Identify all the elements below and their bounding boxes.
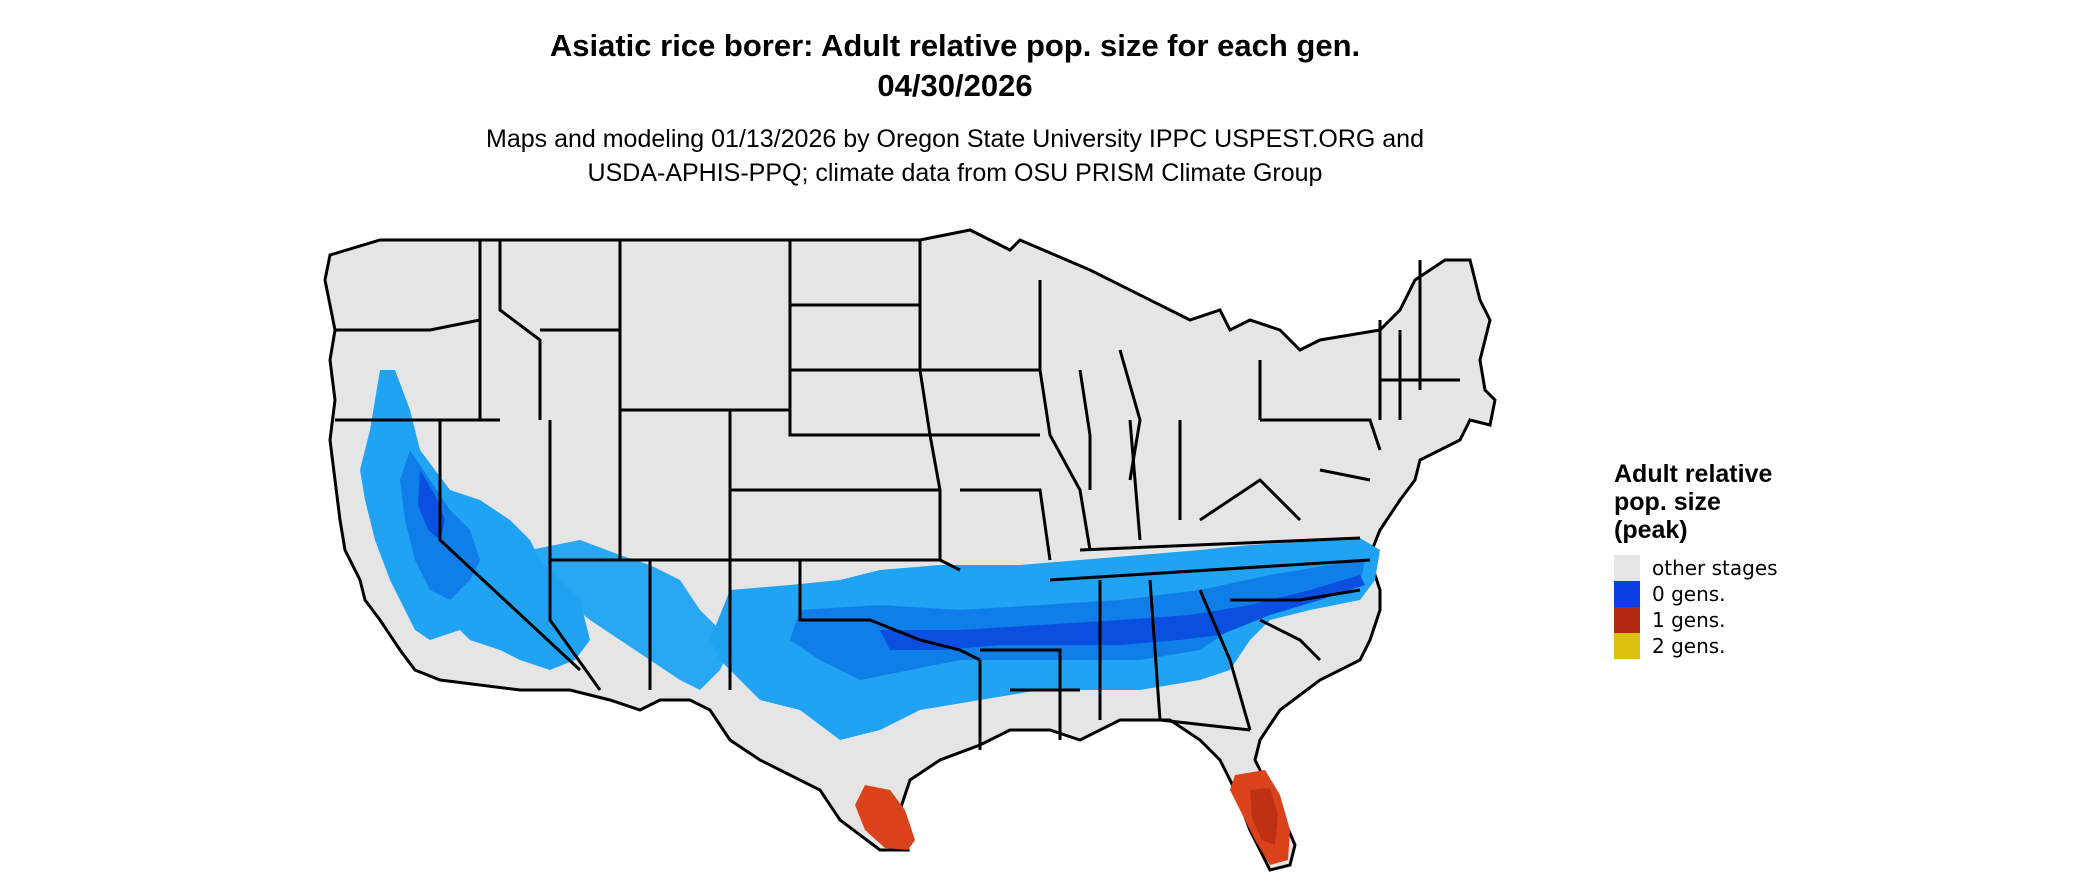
zone-zero-gen-light-southwest	[530, 540, 730, 690]
zone-zero-gen-light-west	[360, 370, 590, 670]
legend-swatch	[1614, 555, 1640, 581]
legend-label: 1 gens.	[1652, 608, 1726, 632]
legend-label: other stages	[1652, 556, 1778, 580]
us-map	[323, 228, 1497, 872]
legend-swatch	[1614, 607, 1640, 633]
legend-label: 2 gens.	[1652, 634, 1726, 658]
map-date: 04/30/2026	[877, 68, 1033, 103]
legend-title-line-3: (peak)	[1614, 516, 1688, 544]
zone-one-gen-florida-core	[1250, 788, 1278, 845]
legend-swatch	[1614, 581, 1640, 607]
legend-title-line-2: pop. size	[1614, 488, 1721, 516]
legend-label: 0 gens.	[1652, 582, 1726, 606]
state-borders	[335, 240, 1460, 750]
zone-one-gen-texas	[855, 785, 915, 850]
map-credit-line-1: Maps and modeling 01/13/2026 by Oregon S…	[486, 125, 1424, 153]
legend-swatch	[1614, 633, 1640, 659]
zone-zero-gen-dark	[880, 575, 1365, 650]
map-title: Asiatic rice borer: Adult relative pop. …	[549, 28, 1361, 63]
legend-title-line-1: Adult relative	[1614, 460, 1773, 488]
zone-zero-gen-dark-west	[418, 470, 445, 540]
map-credit-line-2: USDA-APHIS-PPQ; climate data from OSU PR…	[587, 159, 1323, 187]
